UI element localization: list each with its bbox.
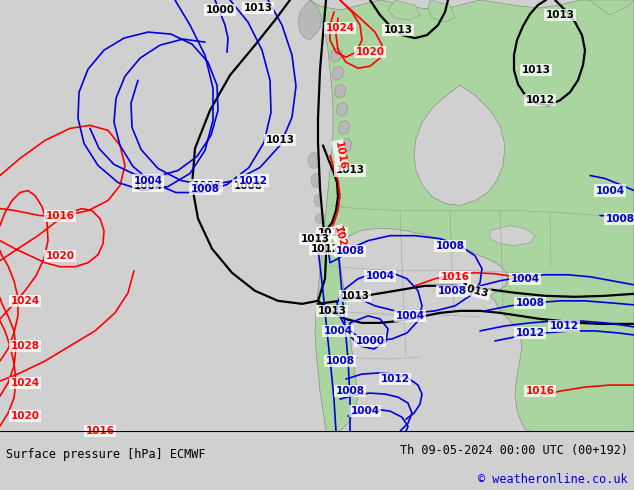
Polygon shape [310, 0, 634, 431]
Text: 1008: 1008 [335, 386, 365, 396]
Text: 1008: 1008 [190, 184, 219, 194]
Text: 1004: 1004 [133, 175, 162, 186]
Text: 1024: 1024 [10, 296, 39, 306]
Text: 1004: 1004 [396, 311, 425, 321]
Text: 1012: 1012 [238, 175, 268, 186]
Text: 1012: 1012 [515, 328, 545, 338]
Text: 1008: 1008 [325, 356, 354, 366]
Ellipse shape [308, 152, 320, 169]
Text: 1008: 1008 [233, 180, 262, 191]
Polygon shape [490, 225, 535, 245]
Polygon shape [340, 138, 352, 152]
Polygon shape [336, 102, 348, 116]
Text: 1004: 1004 [133, 180, 162, 191]
Text: 1000: 1000 [356, 336, 384, 346]
Text: 1020: 1020 [46, 251, 75, 261]
Text: Surface pressure [hPa] ECMWF: Surface pressure [hPa] ECMWF [6, 448, 206, 461]
Text: 1013: 1013 [335, 166, 365, 175]
Polygon shape [590, 0, 634, 15]
Text: 1004: 1004 [510, 274, 540, 284]
Text: 1013: 1013 [243, 3, 273, 13]
Text: 1016: 1016 [86, 426, 115, 436]
Text: 1028: 1028 [11, 341, 39, 351]
Text: 1008: 1008 [605, 214, 634, 223]
Polygon shape [298, 0, 322, 40]
Polygon shape [332, 66, 344, 80]
Text: 1008: 1008 [335, 245, 365, 256]
Text: 1013: 1013 [318, 306, 347, 316]
Text: 1000: 1000 [205, 5, 235, 15]
Text: 1020: 1020 [332, 225, 349, 256]
Ellipse shape [315, 237, 323, 245]
Text: 1013: 1013 [301, 234, 330, 244]
Text: 1012: 1012 [526, 95, 555, 105]
Text: 1008: 1008 [515, 298, 545, 308]
Text: 1008: 1008 [437, 286, 467, 296]
Polygon shape [388, 0, 420, 20]
Text: 1012: 1012 [550, 321, 578, 331]
Text: 1016: 1016 [333, 140, 347, 171]
Text: 1016: 1016 [46, 211, 75, 220]
Text: 1016: 1016 [441, 272, 470, 282]
Polygon shape [414, 85, 505, 206]
Text: 1004: 1004 [351, 406, 380, 416]
Text: 1004: 1004 [365, 271, 394, 281]
Text: 1013: 1013 [460, 282, 490, 299]
Text: 1012: 1012 [311, 244, 339, 254]
Ellipse shape [311, 173, 321, 188]
Text: © weatheronline.co.uk: © weatheronline.co.uk [478, 473, 628, 486]
Text: 1013: 1013 [266, 135, 295, 146]
Text: 1024: 1024 [10, 378, 39, 388]
Text: 1013: 1013 [318, 228, 347, 238]
Text: 1012: 1012 [380, 374, 410, 384]
Polygon shape [428, 0, 455, 22]
Polygon shape [330, 48, 342, 62]
Ellipse shape [315, 214, 325, 223]
Text: 1013: 1013 [340, 291, 370, 301]
Text: 1004: 1004 [323, 326, 353, 336]
Text: 1016: 1016 [526, 386, 555, 396]
Text: 1013: 1013 [384, 25, 413, 35]
Text: 1008: 1008 [436, 241, 465, 251]
Text: 1024: 1024 [325, 23, 354, 33]
Text: 1004: 1004 [595, 186, 624, 196]
Text: 1020: 1020 [11, 411, 39, 421]
Polygon shape [338, 121, 350, 134]
Ellipse shape [314, 195, 322, 207]
Text: 1020: 1020 [356, 47, 384, 57]
Text: Th 09-05-2024 00:00 UTC (00+192): Th 09-05-2024 00:00 UTC (00+192) [399, 443, 628, 457]
Text: 1008: 1008 [193, 180, 221, 191]
Polygon shape [334, 84, 346, 98]
Text: 1013: 1013 [522, 65, 550, 75]
Text: 1013: 1013 [545, 10, 574, 20]
